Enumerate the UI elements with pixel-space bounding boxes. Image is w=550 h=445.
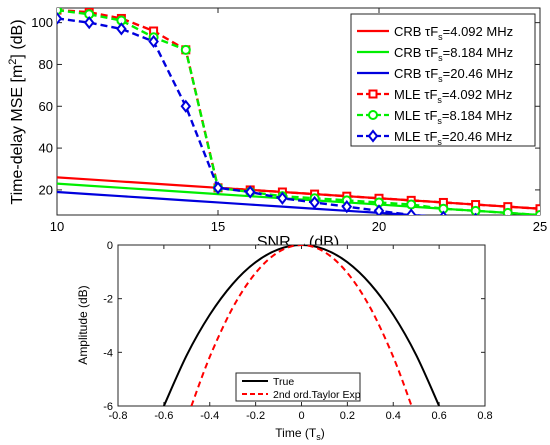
top-series-point-5 xyxy=(83,16,95,30)
bottom-x-tick-label: 0.4 xyxy=(386,410,401,422)
top-series-point-5 xyxy=(373,204,385,215)
top-series-point-4 xyxy=(406,199,417,210)
bottom-x-ticks: -0.8 -0.6 -0.4 -0.2 0 0.2 0.4 0.6 0.8 xyxy=(109,245,493,422)
bottom-series-line-1 xyxy=(190,245,413,406)
top-y-ticks: 20 40 60 80 100 xyxy=(31,15,540,197)
bottom-y-ticks: -6 -4 -2 0 xyxy=(103,240,485,413)
bottom-x-tick-label: 0.8 xyxy=(477,410,492,422)
bottom-y-tick-label: 0 xyxy=(107,240,113,252)
top-series-line-2 xyxy=(57,190,429,215)
top-series-point-5 xyxy=(277,191,288,205)
top-series-point-5 xyxy=(405,208,417,215)
top-x-tick-label: 20 xyxy=(372,219,386,234)
top-legend-label-5: MLE τFs=20.46 MHz xyxy=(394,129,512,147)
top-series-point-3 xyxy=(535,204,540,214)
bottom-y-axis-label: Amplitude (dB) xyxy=(76,285,90,364)
top-series-point-5 xyxy=(116,22,127,36)
bottom-series-line-0 xyxy=(162,245,441,406)
top-legend-label-3: MLE τFs=4.092 MHz xyxy=(394,87,512,105)
bottom-legend-label-1: 2nd ord.Taylor Exp xyxy=(273,389,361,401)
top-legend-box xyxy=(350,13,536,147)
top-legend-label-2: CRB τFs=20.46 MHz xyxy=(394,66,513,84)
top-series-point-4 xyxy=(535,210,540,215)
bottom-x-tick-label: -0.4 xyxy=(200,410,219,422)
top-x-tick-label: 15 xyxy=(211,219,225,234)
top-legend-marker-3 xyxy=(368,89,378,99)
top-series-line-5 xyxy=(57,17,430,215)
bottom-series xyxy=(162,245,441,406)
top-series-point-5 xyxy=(309,195,320,210)
bottom-legend-box xyxy=(235,372,361,402)
top-legend-label-4: MLE τFs=8.184 MHz xyxy=(394,108,512,126)
top-y-axis-label: Time-delay MSE [m2] (dB) xyxy=(7,19,26,204)
top-series-point-5 xyxy=(57,11,63,26)
top-y-tick-label: 20 xyxy=(39,182,53,197)
top-series-line-4 xyxy=(57,8,540,215)
bottom-x-tick-label: -0.6 xyxy=(154,410,173,422)
top-legend-marker-4 xyxy=(368,110,378,120)
bottom-y-tick-label: -4 xyxy=(103,347,113,359)
bottom-y-tick-label: -6 xyxy=(103,401,113,413)
top-x-tick-label: 10 xyxy=(50,219,64,234)
top-series-point-5 xyxy=(244,185,256,199)
bottom-x-tick-label: -0.2 xyxy=(246,410,265,422)
top-y-tick-label: 80 xyxy=(39,57,53,72)
top-legend-marker-5 xyxy=(367,129,379,143)
top-series-point-5 xyxy=(341,200,353,214)
bottom-x-axis-label: Time (Ts) xyxy=(275,426,324,442)
top-series xyxy=(57,8,540,215)
top-y-tick-label: 40 xyxy=(39,141,53,156)
top-series-point-5 xyxy=(180,99,192,113)
top-legend: CRB τFs=4.092 MHz CRB τFs=8.184 MHz CRB τF… xyxy=(350,13,536,147)
bottom-legend-label-0: True xyxy=(273,376,294,388)
top-legend-label-0: CRB τFs=4.092 MHz xyxy=(394,24,513,42)
top-series-point-5 xyxy=(507,214,509,215)
top-series-point-5 xyxy=(439,210,448,215)
bottom-x-tick-label: 0 xyxy=(298,410,304,422)
top-series-point-5 xyxy=(148,34,159,49)
bottom-x-tick-label: 0.6 xyxy=(431,410,446,422)
top-series-point-4 xyxy=(502,207,513,215)
top-y-tick-label: 100 xyxy=(31,15,53,30)
bottom-x-tick-label: 0.2 xyxy=(340,410,355,422)
top-series-line-3 xyxy=(57,8,540,210)
top-series-point-5 xyxy=(212,181,224,195)
top-x-tick-label: 25 xyxy=(533,219,547,234)
bottom-y-tick-label: -2 xyxy=(103,294,113,306)
top-series-point-5 xyxy=(473,212,478,215)
bottom-x-tick-label: -0.8 xyxy=(109,410,128,422)
bottom-chart: -0.8 -0.6 -0.4 -0.2 0 0.2 0.4 0.6 0.8 -6 -4 -2 0 Ti… xyxy=(76,240,493,442)
top-series-point-4 xyxy=(57,8,62,16)
top-legend-label-1: CRB τFs=8.184 MHz xyxy=(394,45,513,63)
top-y-tick-label: 60 xyxy=(39,99,53,114)
top-series-point-4 xyxy=(180,44,191,55)
